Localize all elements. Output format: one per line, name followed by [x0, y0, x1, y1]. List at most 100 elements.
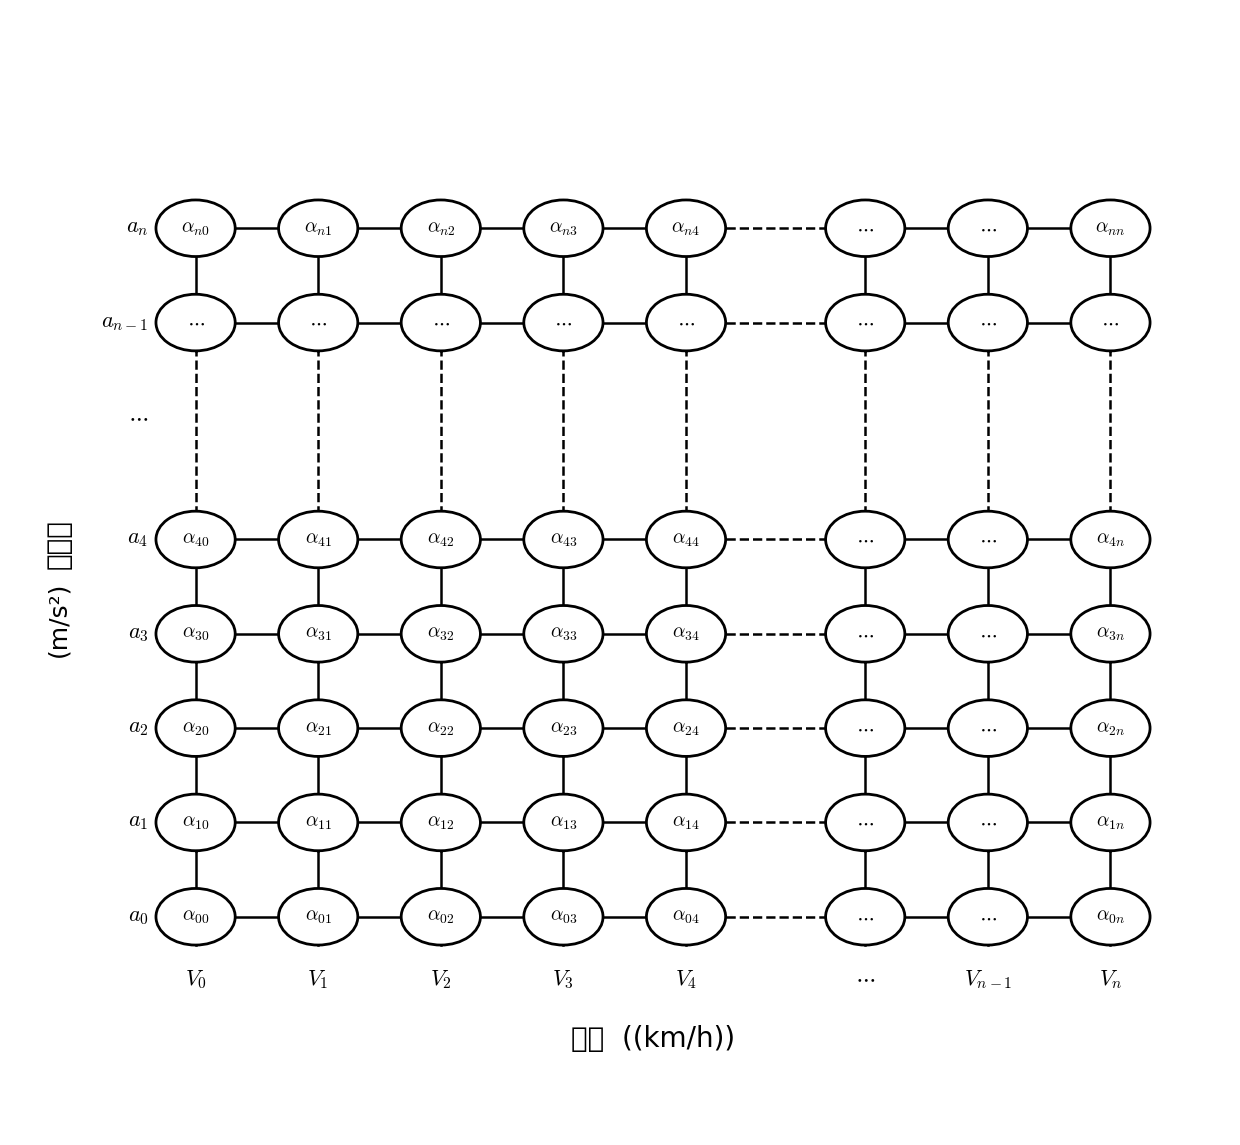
- Text: $\cdots$: $\cdots$: [128, 406, 149, 427]
- Ellipse shape: [1071, 511, 1149, 568]
- Ellipse shape: [279, 294, 358, 350]
- Text: $\alpha_{4n}$: $\alpha_{4n}$: [1096, 530, 1125, 548]
- Text: $\cdots$: $\cdots$: [1101, 313, 1120, 332]
- Text: $\alpha_{n0}$: $\alpha_{n0}$: [181, 219, 210, 238]
- Text: $\cdots$: $\cdots$: [978, 624, 997, 643]
- Text: $\alpha_{30}$: $\alpha_{30}$: [182, 624, 210, 643]
- Text: $a_1$: $a_1$: [128, 813, 149, 832]
- Ellipse shape: [523, 294, 603, 350]
- Text: $\alpha_{01}$: $\alpha_{01}$: [305, 907, 332, 926]
- Ellipse shape: [523, 700, 603, 757]
- Ellipse shape: [402, 795, 480, 851]
- Text: 加速度: 加速度: [45, 520, 73, 569]
- Ellipse shape: [949, 511, 1028, 568]
- Text: $\alpha_{31}$: $\alpha_{31}$: [305, 624, 332, 643]
- Text: $a_n$: $a_n$: [126, 219, 149, 238]
- Text: $V_3$: $V_3$: [553, 969, 574, 992]
- Text: $V_{n-1}$: $V_{n-1}$: [963, 969, 1012, 992]
- Text: $\alpha_{02}$: $\alpha_{02}$: [428, 907, 454, 926]
- Ellipse shape: [949, 795, 1028, 851]
- Text: $\alpha_{04}$: $\alpha_{04}$: [672, 907, 699, 926]
- Text: $\cdots$: $\cdots$: [978, 530, 997, 548]
- Ellipse shape: [279, 200, 358, 256]
- Text: $a_{n-1}$: $a_{n-1}$: [102, 313, 149, 332]
- Text: $\cdots$: $\cdots$: [857, 530, 874, 548]
- Text: $\alpha_{00}$: $\alpha_{00}$: [182, 907, 210, 926]
- Ellipse shape: [402, 511, 480, 568]
- Ellipse shape: [1071, 606, 1149, 662]
- Text: $a_2$: $a_2$: [128, 718, 149, 739]
- Text: $\cdots$: $\cdots$: [857, 907, 874, 926]
- Text: $\alpha_{21}$: $\alpha_{21}$: [305, 719, 332, 737]
- Ellipse shape: [826, 200, 905, 256]
- Ellipse shape: [826, 511, 905, 568]
- Text: $V_n$: $V_n$: [1099, 969, 1122, 992]
- Ellipse shape: [402, 700, 480, 757]
- Ellipse shape: [523, 200, 603, 256]
- Text: $\alpha_{41}$: $\alpha_{41}$: [305, 530, 332, 548]
- Ellipse shape: [646, 889, 725, 945]
- Text: $\alpha_{13}$: $\alpha_{13}$: [549, 813, 577, 832]
- Text: $\alpha_{32}$: $\alpha_{32}$: [428, 624, 454, 643]
- Ellipse shape: [1071, 700, 1149, 757]
- Ellipse shape: [523, 511, 603, 568]
- Ellipse shape: [949, 889, 1028, 945]
- Ellipse shape: [646, 700, 725, 757]
- Ellipse shape: [156, 294, 236, 350]
- Ellipse shape: [646, 511, 725, 568]
- Text: $\cdots$: $\cdots$: [554, 313, 573, 332]
- Text: $\cdots$: $\cdots$: [857, 813, 874, 832]
- Ellipse shape: [949, 200, 1028, 256]
- Text: (m/s²): (m/s²): [47, 582, 71, 657]
- Text: $\alpha_{03}$: $\alpha_{03}$: [549, 907, 577, 926]
- Ellipse shape: [523, 795, 603, 851]
- Text: $\alpha_{1n}$: $\alpha_{1n}$: [1096, 813, 1125, 832]
- Text: $\cdots$: $\cdots$: [309, 313, 327, 332]
- Text: $\alpha_{33}$: $\alpha_{33}$: [549, 624, 577, 643]
- Text: $\alpha_{nn}$: $\alpha_{nn}$: [1095, 219, 1126, 238]
- Ellipse shape: [826, 889, 905, 945]
- Ellipse shape: [949, 700, 1028, 757]
- Ellipse shape: [156, 795, 236, 851]
- Ellipse shape: [1071, 795, 1149, 851]
- Text: $\cdots$: $\cdots$: [978, 719, 997, 737]
- Ellipse shape: [156, 606, 236, 662]
- Ellipse shape: [826, 700, 905, 757]
- Text: $\cdots$: $\cdots$: [978, 907, 997, 926]
- Ellipse shape: [949, 294, 1028, 350]
- Text: $\alpha_{14}$: $\alpha_{14}$: [672, 813, 699, 832]
- Text: $\alpha_{42}$: $\alpha_{42}$: [428, 530, 454, 548]
- Text: $\cdots$: $\cdots$: [857, 624, 874, 643]
- Text: $\alpha_{n2}$: $\alpha_{n2}$: [427, 219, 455, 238]
- Text: $\cdots$: $\cdots$: [857, 219, 874, 238]
- Text: $a_4$: $a_4$: [128, 529, 149, 550]
- Text: 车速  ((km/h)): 车速 ((km/h)): [570, 1025, 735, 1053]
- Ellipse shape: [156, 889, 236, 945]
- Ellipse shape: [156, 700, 236, 757]
- Text: $\alpha_{n3}$: $\alpha_{n3}$: [549, 219, 578, 238]
- Text: $V_4$: $V_4$: [675, 969, 697, 992]
- Ellipse shape: [279, 700, 358, 757]
- Text: $V_0$: $V_0$: [185, 969, 207, 992]
- Ellipse shape: [826, 795, 905, 851]
- Text: $a_0$: $a_0$: [128, 907, 149, 926]
- Text: $\alpha_{n4}$: $\alpha_{n4}$: [672, 219, 701, 238]
- Ellipse shape: [826, 606, 905, 662]
- Text: $\alpha_{22}$: $\alpha_{22}$: [428, 719, 454, 737]
- Ellipse shape: [523, 606, 603, 662]
- Ellipse shape: [402, 606, 480, 662]
- Text: $\cdots$: $\cdots$: [978, 313, 997, 332]
- Text: $\alpha_{40}$: $\alpha_{40}$: [182, 530, 210, 548]
- Text: $\cdots$: $\cdots$: [677, 313, 694, 332]
- Ellipse shape: [402, 889, 480, 945]
- Ellipse shape: [1071, 200, 1149, 256]
- Text: $a_3$: $a_3$: [128, 624, 149, 643]
- Text: $\cdots$: $\cdots$: [857, 313, 874, 332]
- Ellipse shape: [646, 795, 725, 851]
- Text: $\alpha_{n1}$: $\alpha_{n1}$: [304, 219, 332, 238]
- Ellipse shape: [402, 200, 480, 256]
- Ellipse shape: [156, 511, 236, 568]
- Text: $\alpha_{12}$: $\alpha_{12}$: [428, 813, 454, 832]
- Text: $\alpha_{0n}$: $\alpha_{0n}$: [1096, 907, 1125, 926]
- Ellipse shape: [402, 294, 480, 350]
